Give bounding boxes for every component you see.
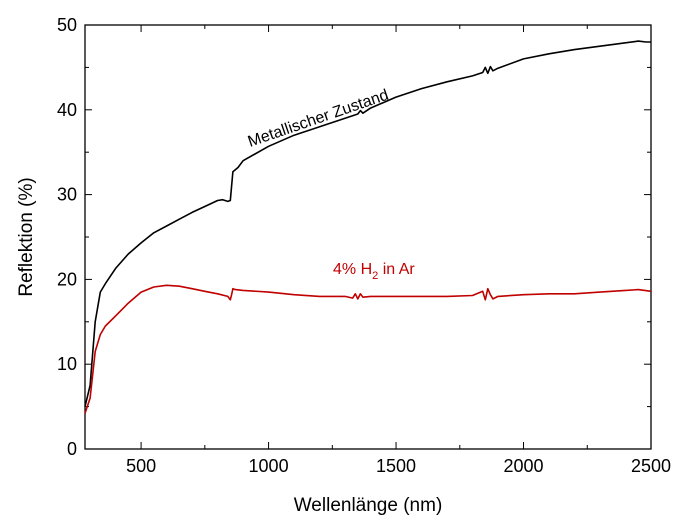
annotation-h2-subscript: 2: [372, 270, 378, 282]
x-tick-label: 2500: [631, 456, 671, 476]
annotation-h2: 4% H2 in Ar: [333, 261, 415, 282]
y-tick-label: 50: [57, 15, 77, 35]
x-axis-title: Wellenlänge (nm): [294, 495, 443, 516]
x-axis-ticks: 500 1000 1500 2000 2500: [126, 25, 671, 476]
series-line-1: [84, 284, 652, 414]
x-tick-label: 500: [126, 456, 156, 476]
y-axis-title: Reflektion (%): [16, 177, 37, 296]
annotation-h2-part1: 4% H: [333, 261, 372, 278]
series-layer: [84, 40, 652, 414]
y-axis-ticks: 0 10 20 30 40 50: [57, 15, 651, 459]
annotation-h2-part2: in Ar: [378, 261, 415, 278]
y-tick-label: 10: [57, 354, 77, 374]
y-tick-label: 0: [67, 439, 77, 459]
x-tick-label: 2000: [503, 456, 543, 476]
x-tick-label: 1500: [376, 456, 416, 476]
y-tick-label: 40: [57, 100, 77, 120]
plot-frame: [84, 24, 652, 450]
x-tick-label: 1000: [249, 456, 289, 476]
y-tick-label: 30: [57, 185, 77, 205]
annotation-metallic: Metallischer Zustand: [246, 87, 391, 151]
series-line-0: [84, 40, 651, 407]
y-tick-label: 20: [57, 269, 77, 289]
